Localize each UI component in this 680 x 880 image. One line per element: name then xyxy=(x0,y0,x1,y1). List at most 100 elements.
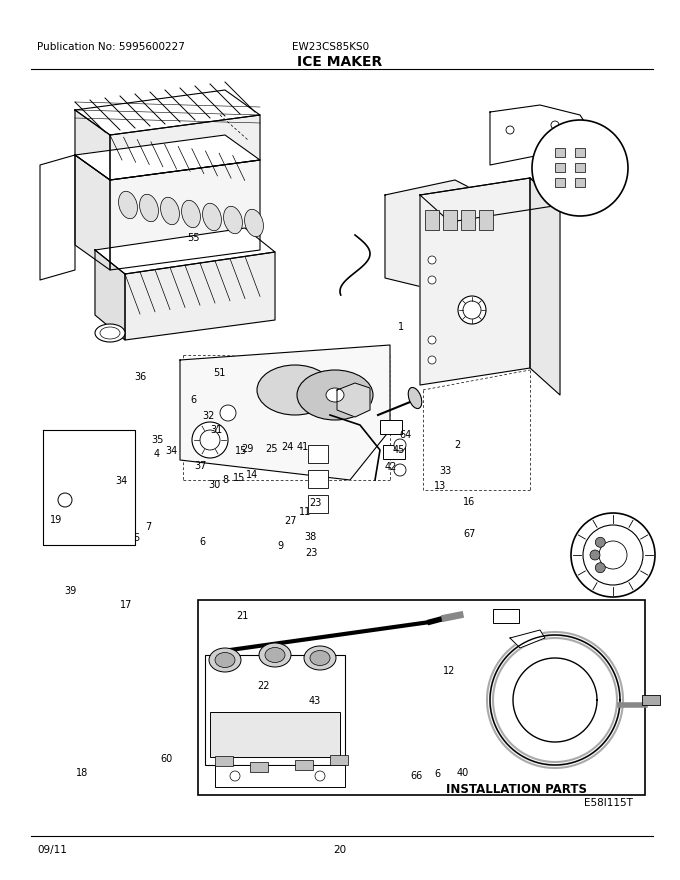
Circle shape xyxy=(428,356,436,364)
Text: 30: 30 xyxy=(209,480,221,490)
Text: 18: 18 xyxy=(75,767,88,778)
Text: 27: 27 xyxy=(284,516,296,526)
Text: 40: 40 xyxy=(456,767,469,778)
Text: 21: 21 xyxy=(237,611,249,621)
Bar xyxy=(461,210,475,230)
Bar xyxy=(308,495,328,513)
Text: 1: 1 xyxy=(398,322,405,333)
Bar xyxy=(215,765,345,787)
Text: 37: 37 xyxy=(194,461,207,472)
Text: 15: 15 xyxy=(233,473,245,483)
Ellipse shape xyxy=(139,194,158,222)
Ellipse shape xyxy=(326,388,344,402)
Polygon shape xyxy=(75,110,110,180)
Circle shape xyxy=(428,276,436,284)
Text: 12: 12 xyxy=(443,665,455,676)
Ellipse shape xyxy=(304,646,336,670)
Polygon shape xyxy=(95,250,125,340)
Ellipse shape xyxy=(259,643,291,667)
Polygon shape xyxy=(420,178,530,385)
Text: 39: 39 xyxy=(64,586,76,597)
Polygon shape xyxy=(43,430,135,545)
Text: 6: 6 xyxy=(434,768,441,779)
Polygon shape xyxy=(40,155,75,280)
Text: EW23CS85KS0: EW23CS85KS0 xyxy=(292,42,369,52)
Bar xyxy=(479,210,493,230)
Circle shape xyxy=(583,525,643,585)
Text: 23: 23 xyxy=(309,498,322,509)
Polygon shape xyxy=(337,383,370,417)
Text: E58I115T: E58I115T xyxy=(583,798,632,808)
Circle shape xyxy=(428,336,436,344)
Bar xyxy=(205,655,345,765)
Text: 31: 31 xyxy=(210,425,222,436)
Text: 19: 19 xyxy=(50,515,62,525)
Bar xyxy=(295,760,313,770)
Ellipse shape xyxy=(182,201,201,228)
Circle shape xyxy=(394,439,406,451)
Bar xyxy=(330,755,348,765)
Bar xyxy=(575,178,585,187)
Bar xyxy=(215,756,233,766)
Circle shape xyxy=(595,538,605,547)
Polygon shape xyxy=(95,228,275,274)
Circle shape xyxy=(200,430,220,450)
Circle shape xyxy=(315,771,325,781)
Text: 67: 67 xyxy=(463,529,475,539)
Polygon shape xyxy=(180,345,390,480)
Text: 35: 35 xyxy=(151,435,163,445)
Ellipse shape xyxy=(463,301,481,319)
Text: 15: 15 xyxy=(235,446,248,457)
Text: 17: 17 xyxy=(120,600,132,611)
Text: 60: 60 xyxy=(160,753,173,764)
Text: 43: 43 xyxy=(309,696,321,707)
Bar xyxy=(380,420,402,434)
Text: 8: 8 xyxy=(222,475,229,486)
Polygon shape xyxy=(75,155,110,270)
Text: 34: 34 xyxy=(115,476,127,487)
Text: 42: 42 xyxy=(384,462,396,473)
Polygon shape xyxy=(125,252,275,340)
Polygon shape xyxy=(110,160,260,270)
Bar xyxy=(425,210,439,230)
Text: 45: 45 xyxy=(393,444,405,455)
Bar xyxy=(308,470,328,488)
Circle shape xyxy=(230,771,240,781)
Bar xyxy=(555,163,565,172)
Text: 22: 22 xyxy=(258,680,270,691)
Text: 34: 34 xyxy=(165,446,177,457)
Text: 13: 13 xyxy=(434,480,446,491)
Polygon shape xyxy=(510,630,545,648)
Bar xyxy=(493,609,519,623)
Text: 5: 5 xyxy=(133,532,139,543)
Bar xyxy=(555,148,565,157)
Circle shape xyxy=(571,513,655,597)
Text: 7: 7 xyxy=(145,522,152,532)
Circle shape xyxy=(532,120,628,216)
Text: ICE MAKER: ICE MAKER xyxy=(297,55,383,70)
Polygon shape xyxy=(490,105,590,168)
Bar xyxy=(250,762,268,772)
Ellipse shape xyxy=(245,209,263,237)
Circle shape xyxy=(58,493,72,507)
Ellipse shape xyxy=(100,327,120,339)
Text: INSTALLATION PARTS: INSTALLATION PARTS xyxy=(446,783,588,796)
Text: 16: 16 xyxy=(463,496,475,507)
Text: Publication No: 5995600227: Publication No: 5995600227 xyxy=(37,42,185,52)
Text: 29: 29 xyxy=(241,444,254,454)
Polygon shape xyxy=(75,90,260,135)
Circle shape xyxy=(506,126,514,134)
Text: 20: 20 xyxy=(333,845,347,854)
Ellipse shape xyxy=(209,648,241,672)
Ellipse shape xyxy=(203,203,222,231)
Text: 55: 55 xyxy=(188,232,200,243)
Text: 23: 23 xyxy=(305,547,318,558)
Text: 41: 41 xyxy=(296,442,309,452)
Bar xyxy=(383,445,405,459)
Text: 2: 2 xyxy=(454,440,460,451)
Polygon shape xyxy=(385,180,490,295)
Text: 33: 33 xyxy=(439,466,452,476)
Text: 11: 11 xyxy=(299,507,311,517)
Text: 24: 24 xyxy=(282,442,294,452)
Ellipse shape xyxy=(118,191,137,219)
